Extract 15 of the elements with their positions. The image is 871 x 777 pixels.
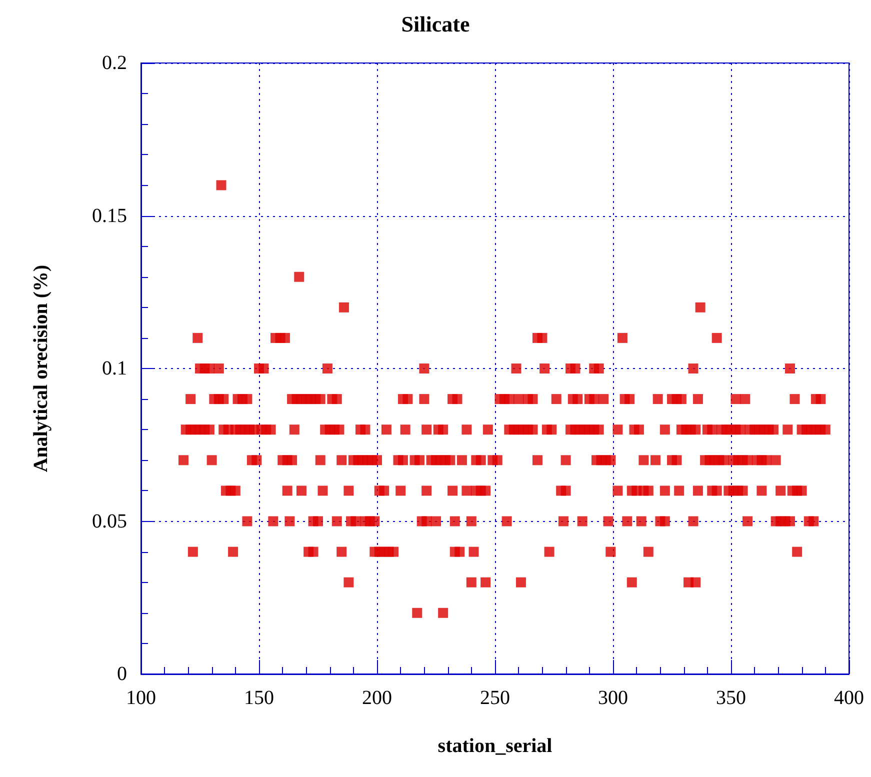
x-tick-label: 100 bbox=[126, 687, 156, 709]
y-tick-label: 0.2 bbox=[102, 52, 127, 74]
y-tick-label: 0.15 bbox=[92, 204, 127, 227]
x-tick-label: 350 bbox=[716, 687, 746, 709]
y-tick-label: 0.05 bbox=[92, 510, 127, 532]
y-tick-label: 0 bbox=[117, 663, 127, 685]
x-tick-label: 150 bbox=[244, 687, 274, 709]
x-tick-label: 300 bbox=[598, 687, 628, 709]
y-tick-label: 0.1 bbox=[102, 358, 127, 380]
x-tick-label: 250 bbox=[480, 687, 510, 709]
y-axis-title: Analytical orecision (%) bbox=[30, 264, 52, 472]
chart-title: Silicate bbox=[401, 12, 470, 36]
x-tick-label: 200 bbox=[362, 687, 392, 709]
x-axis-title: station_serial bbox=[438, 735, 553, 757]
x-tick-label: 400 bbox=[834, 687, 864, 709]
